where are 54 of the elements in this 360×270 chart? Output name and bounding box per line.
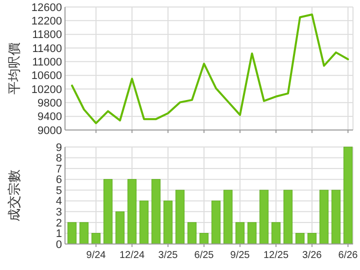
x-tick-label: 6/25	[194, 250, 214, 261]
x-tick-label: 3/26	[302, 250, 322, 261]
y-tick-label: 7	[56, 163, 62, 176]
bar	[308, 232, 316, 244]
y-tick-label: 9800	[38, 98, 62, 110]
y-tick-label: 10600	[31, 70, 62, 82]
bar	[80, 222, 88, 244]
y-tick-label: 1	[56, 228, 62, 240]
y-tick-label: 10200	[31, 84, 62, 96]
bar	[164, 200, 172, 244]
bar	[284, 190, 292, 244]
y-tick-label: 11400	[32, 42, 62, 55]
y-tick-label: 6	[56, 174, 62, 186]
y-tick-label: 2	[56, 217, 62, 230]
bar	[260, 190, 268, 244]
bar	[92, 232, 100, 244]
bar	[200, 232, 208, 244]
y-tick-label: 11000	[32, 56, 62, 69]
bar	[128, 179, 136, 244]
y-tick-label: 3	[56, 206, 62, 219]
bar	[248, 222, 256, 244]
y-tick-label: 9	[56, 142, 62, 154]
bar	[104, 179, 112, 244]
y-tick-label: 12600	[31, 2, 62, 14]
bar	[140, 200, 148, 244]
x-tick-label: 9/25	[230, 250, 250, 261]
bar	[188, 222, 196, 244]
x-tick-label: 12/24	[119, 250, 145, 261]
y-axis-title: 成交宗數	[6, 170, 22, 222]
bar	[296, 232, 304, 244]
bar	[224, 190, 232, 244]
bar	[116, 211, 124, 244]
x-tick-label: 9/24	[86, 250, 106, 261]
bar	[236, 222, 244, 244]
bar	[320, 190, 328, 244]
y-tick-label: 0	[56, 238, 62, 251]
y-tick-label: 11800	[32, 29, 62, 42]
y-axis-title: 平均呎價	[6, 42, 22, 94]
bar	[152, 179, 160, 244]
x-tick-label: 12/25	[263, 250, 289, 261]
x-tick-label: 6/26	[338, 250, 358, 261]
bar	[332, 190, 340, 244]
bar	[272, 222, 280, 244]
x-tick-label: 3/25	[158, 250, 178, 261]
line-series	[71, 14, 349, 124]
bar	[68, 222, 76, 244]
y-tick-label: 12200	[31, 16, 62, 28]
bar	[212, 200, 220, 244]
bar	[176, 190, 184, 244]
y-tick-label: 5	[56, 184, 62, 197]
y-tick-label: 8	[56, 152, 62, 165]
y-tick-label: 4	[56, 196, 62, 208]
y-tick-label: 9400	[38, 111, 62, 124]
y-tick-label: 9000	[38, 124, 62, 137]
